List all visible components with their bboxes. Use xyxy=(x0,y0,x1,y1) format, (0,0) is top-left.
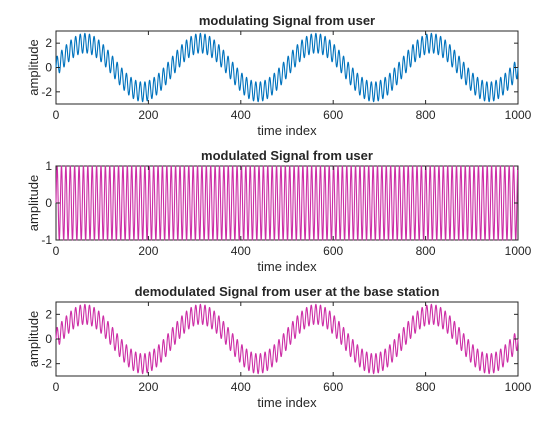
y-tick-label: 2 xyxy=(45,36,52,50)
x-tick-label: 200 xyxy=(138,108,158,122)
y-tick-label: 0 xyxy=(45,332,52,346)
series-line xyxy=(55,32,519,103)
x-tick-label: 800 xyxy=(416,244,436,258)
chart-title: demodulated Signal from user at the base… xyxy=(135,284,440,299)
series-line xyxy=(55,165,519,241)
x-tick-label: 200 xyxy=(138,380,158,394)
x-tick-label: 0 xyxy=(53,244,60,258)
y-tick-label: -2 xyxy=(41,85,52,99)
x-tick-label: 400 xyxy=(231,108,251,122)
y-tick-label: -2 xyxy=(41,357,52,371)
x-tick-label: 1000 xyxy=(505,108,532,122)
y-tick-label: 1 xyxy=(45,159,52,173)
x-tick-label: 600 xyxy=(323,108,343,122)
x-tick-label: 600 xyxy=(323,380,343,394)
x-tick-label: 400 xyxy=(231,244,251,258)
x-tick-label: 1000 xyxy=(505,380,532,394)
series-line xyxy=(55,303,519,375)
y-axis-label: amplitude xyxy=(26,311,41,367)
x-axis-label: time index xyxy=(257,123,317,138)
chart-title: modulating Signal from user xyxy=(199,13,375,28)
x-tick-label: 0 xyxy=(53,380,60,394)
x-tick-label: 800 xyxy=(416,380,436,394)
y-tick-label: 2 xyxy=(45,307,52,321)
x-axis-label: time index xyxy=(257,395,317,410)
chart-title: modulated Signal from user xyxy=(201,148,373,163)
y-tick-label: 0 xyxy=(45,196,52,210)
y-tick-label: 0 xyxy=(45,61,52,75)
y-axis-label: amplitude xyxy=(26,175,41,231)
x-tick-label: 800 xyxy=(416,108,436,122)
x-tick-label: 200 xyxy=(138,244,158,258)
x-tick-label: 0 xyxy=(53,108,60,122)
x-tick-label: 1000 xyxy=(505,244,532,258)
x-axis-label: time index xyxy=(257,259,317,274)
y-tick-label: -1 xyxy=(41,233,52,247)
x-tick-label: 600 xyxy=(323,244,343,258)
x-tick-label: 400 xyxy=(231,380,251,394)
y-axis-label: amplitude xyxy=(26,39,41,95)
